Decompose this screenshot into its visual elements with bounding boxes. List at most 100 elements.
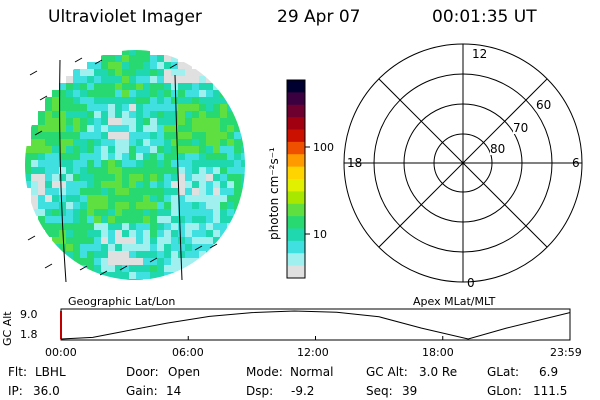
uv-pixel [45, 188, 52, 195]
uv-pixel [52, 118, 59, 125]
uv-pixel [52, 209, 59, 216]
uv-pixel [164, 111, 171, 118]
uv-pixel [115, 160, 122, 167]
uv-pixel [115, 244, 122, 251]
uv-pixel [157, 153, 164, 160]
uv-pixel [150, 272, 157, 279]
uv-pixel [171, 83, 178, 90]
uv-pixel [45, 146, 52, 153]
uv-pixel [101, 167, 108, 174]
uv-pixel [108, 153, 115, 160]
uv-pixel [199, 139, 206, 146]
uv-pixel [185, 76, 192, 83]
uv-pixel [150, 111, 157, 118]
uv-pixel [122, 90, 129, 97]
uv-pixel [192, 223, 199, 230]
uv-pixel [66, 181, 73, 188]
uv-pixel [59, 97, 66, 104]
uv-pixel [227, 111, 234, 118]
uv-pixel [38, 174, 45, 181]
uv-pixel [94, 202, 101, 209]
uv-pixel [150, 132, 157, 139]
uv-pixel [66, 118, 73, 125]
uv-pixel [45, 216, 52, 223]
uv-pixel [87, 251, 94, 258]
uv-pixel [59, 244, 66, 251]
uv-pixel [94, 97, 101, 104]
uv-pixel [129, 223, 136, 230]
uv-pixel [87, 76, 94, 83]
uv-pixel [178, 230, 185, 237]
uv-pixel [101, 104, 108, 111]
uv-pixel [192, 237, 199, 244]
uv-pixel [87, 104, 94, 111]
uv-pixel [115, 90, 122, 97]
gain-value: 14 [166, 384, 182, 398]
colorbar-cell [287, 141, 305, 155]
uv-pixel [171, 160, 178, 167]
uv-pixel [122, 258, 129, 265]
uv-pixel [213, 104, 220, 111]
uv-pixel [136, 272, 143, 279]
uv-pixel [199, 181, 206, 188]
uv-pixel [129, 279, 136, 280]
uv-pixel [45, 167, 52, 174]
uv-pixel [38, 153, 45, 160]
uv-pixel [171, 174, 178, 181]
uv-pixel [150, 76, 157, 83]
grid-tick [149, 257, 158, 263]
uv-pixel [38, 216, 45, 223]
uv-pixel [241, 181, 245, 188]
uv-pixel [234, 174, 241, 181]
uv-pixel [115, 181, 122, 188]
uv-pixel [129, 209, 136, 216]
uv-pixel [164, 216, 171, 223]
uv-pixel [199, 153, 206, 160]
uv-pixel [87, 111, 94, 118]
uv-pixel [213, 97, 220, 104]
uv-pixel [129, 237, 136, 244]
uv-pixel [143, 181, 150, 188]
uv-pixel [80, 251, 87, 258]
uv-pixel [80, 90, 87, 97]
gc-altitude-curve [60, 310, 570, 340]
uv-pixel [115, 258, 122, 265]
uv-pixel [171, 111, 178, 118]
uv-pixel [94, 230, 101, 237]
colorbar-cell [287, 240, 305, 254]
uv-pixel [143, 202, 150, 209]
uv-pixel [185, 195, 192, 202]
uv-pixel [59, 139, 66, 146]
uv-pixel [94, 90, 101, 97]
timeline-y-top: 9.0 [20, 308, 38, 321]
grid-tick [99, 270, 108, 276]
filter-label: Flt: [8, 365, 27, 379]
uv-pixel [38, 167, 45, 174]
uv-pixel [87, 237, 94, 244]
uv-pixel [192, 69, 199, 76]
uv-pixel [206, 230, 213, 237]
uv-pixel [227, 209, 234, 216]
uv-pixel [227, 125, 234, 132]
uv-pixel [185, 160, 192, 167]
uv-pixel [108, 209, 115, 216]
uv-pixel [185, 104, 192, 111]
uv-pixel [38, 181, 45, 188]
uv-pixel [108, 216, 115, 223]
uv-pixel [94, 160, 101, 167]
uv-pixel [220, 223, 227, 230]
uv-pixel [66, 160, 73, 167]
uv-pixel [234, 188, 241, 195]
uv-pixel [73, 223, 80, 230]
uv-pixel [73, 188, 80, 195]
uv-pixel [94, 195, 101, 202]
uv-pixel [122, 139, 129, 146]
uv-pixel [220, 97, 227, 104]
uv-pixel [150, 69, 157, 76]
uv-pixel [227, 167, 234, 174]
uv-pixel [199, 237, 206, 244]
uv-pixel [129, 111, 136, 118]
uv-pixel [115, 62, 122, 69]
